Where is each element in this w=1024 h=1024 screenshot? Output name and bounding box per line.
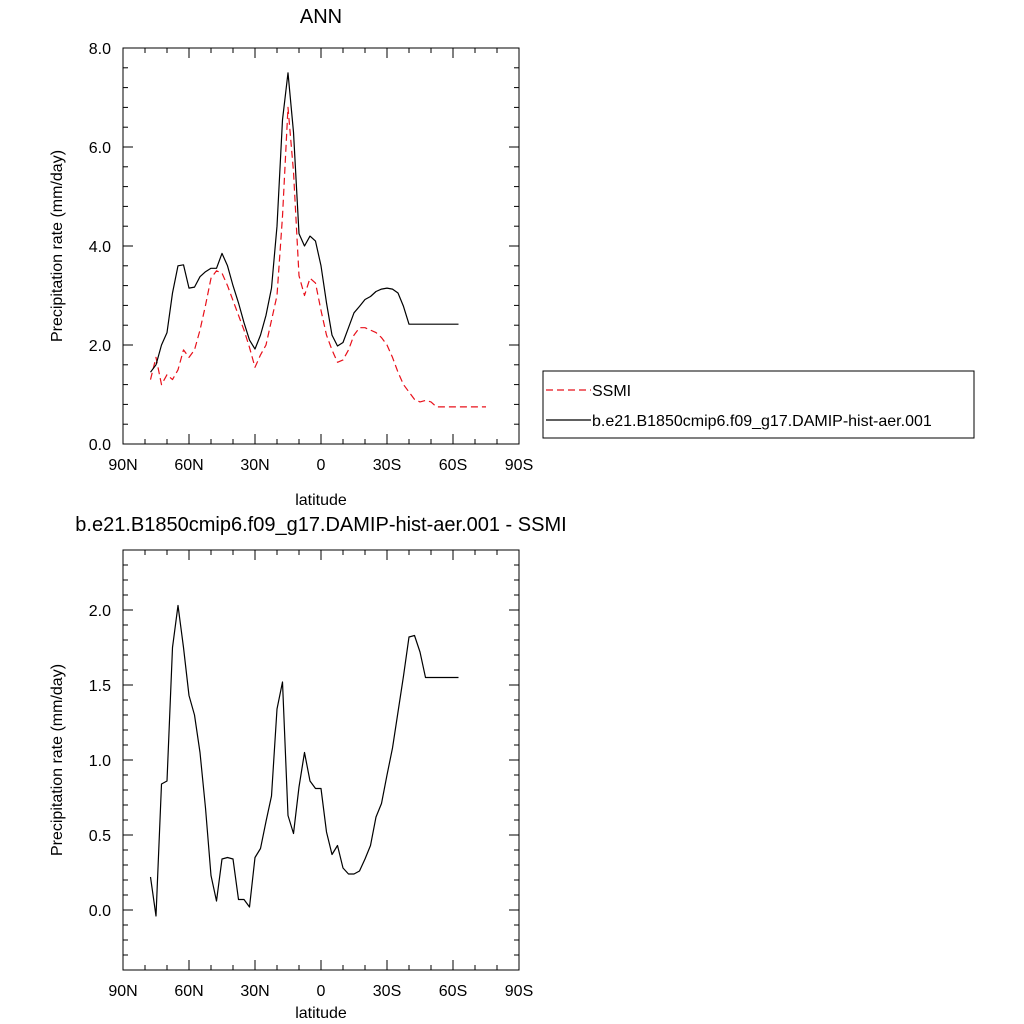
panel-title: b.e21.B1850cmip6.f09_g17.DAMIP-hist-aer.… xyxy=(75,514,566,536)
x-tick-label: 90S xyxy=(505,983,533,1000)
y-axis-label: Precipitation rate (mm/day) xyxy=(49,150,66,342)
plot-frame xyxy=(122,549,520,971)
x-tick-label: 60N xyxy=(174,983,203,1000)
x-tick-label: 60S xyxy=(439,983,467,1000)
y-tick-label: 2.0 xyxy=(89,603,111,620)
x-tick-label: 90N xyxy=(108,457,137,474)
tick-marks xyxy=(122,47,520,445)
series-line-1 xyxy=(150,72,459,373)
x-tick-label: 90N xyxy=(108,983,137,1000)
x-tick-label: 30N xyxy=(240,983,269,1000)
y-tick-label: 0.5 xyxy=(89,828,111,845)
legend: SSMI b.e21.B1850cmip6.f09_g17.DAMIP-hist… xyxy=(542,370,975,439)
x-tick-labels: 90N 60N 30N 0 30S 60S 90S xyxy=(108,983,533,1000)
legend-label-ssmi: SSMI xyxy=(592,383,631,400)
x-axis-label: latitude xyxy=(295,1005,347,1022)
legend-label-model: b.e21.B1850cmip6.f09_g17.DAMIP-hist-aer.… xyxy=(592,413,932,430)
climatology-panel: ANN 90N 60N 30N 0 30S 60S 90S 0.02.04.06.08.0 … xyxy=(49,6,975,509)
y-tick-label: 6.0 xyxy=(89,140,111,157)
y-axis-label: Precipitation rate (mm/day) xyxy=(49,664,66,856)
series-layer xyxy=(149,604,459,917)
x-tick-label: 0 xyxy=(317,457,326,474)
y-tick-label: 1.5 xyxy=(89,678,111,695)
y-tick-label: 0.0 xyxy=(89,903,111,920)
x-tick-labels: 90N 60N 30N 0 30S 60S 90S xyxy=(108,457,533,474)
tick-marks xyxy=(122,549,520,971)
y-tick-label: 0.0 xyxy=(89,437,111,454)
x-tick-label: 30N xyxy=(240,457,269,474)
x-tick-label: 60N xyxy=(174,457,203,474)
y-tick-label: 4.0 xyxy=(89,239,111,256)
x-tick-label: 0 xyxy=(317,983,326,1000)
series-layer xyxy=(149,72,486,408)
x-tick-label: 30S xyxy=(373,983,401,1000)
y-tick-label: 8.0 xyxy=(89,41,111,58)
difference-panel: b.e21.B1850cmip6.f09_g17.DAMIP-hist-aer.… xyxy=(49,514,567,1022)
x-tick-label: 90S xyxy=(505,457,533,474)
x-tick-label: 60S xyxy=(439,457,467,474)
series-line-0 xyxy=(149,604,459,917)
series-line-0 xyxy=(149,106,486,408)
x-tick-label: 30S xyxy=(373,457,401,474)
plot-frame xyxy=(122,47,520,445)
panel-title: ANN xyxy=(300,6,342,28)
legend-box xyxy=(542,370,975,439)
x-axis-label: latitude xyxy=(295,492,347,509)
y-tick-label: 2.0 xyxy=(89,338,111,355)
y-tick-labels: 0.0 0.5 1.0 1.5 2.0 xyxy=(89,603,111,920)
y-tick-label: 1.0 xyxy=(89,753,111,770)
y-tick-labels: 0.0 2.0 4.0 6.0 8.0 xyxy=(89,41,111,454)
